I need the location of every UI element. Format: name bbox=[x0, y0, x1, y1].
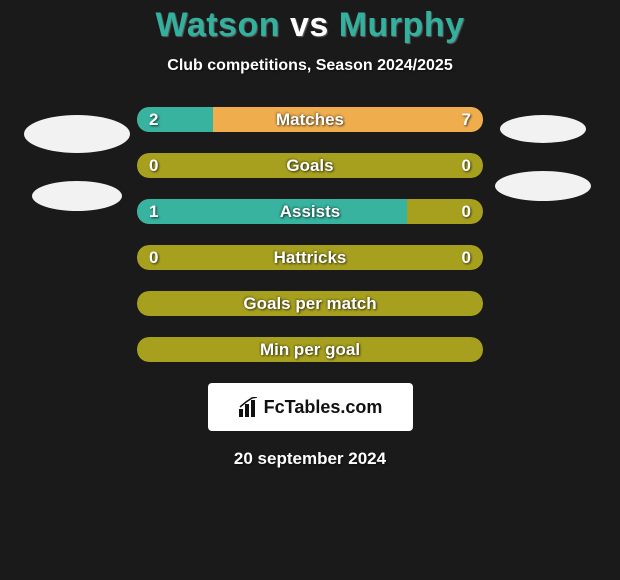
page-title: Watson vs Murphy bbox=[155, 6, 464, 45]
brand-chart-icon bbox=[238, 397, 260, 417]
comparison-infographic: Watson vs Murphy Club competitions, Seas… bbox=[0, 0, 620, 580]
bar-row-assists: 10Assists bbox=[137, 199, 483, 224]
bar-label: Goals bbox=[137, 153, 483, 178]
avatar-left-1 bbox=[32, 181, 122, 211]
bar-label: Matches bbox=[137, 107, 483, 132]
avatar-left-0 bbox=[24, 115, 130, 153]
brand-prefix: Fc bbox=[264, 397, 285, 417]
title-player2: Murphy bbox=[339, 6, 465, 44]
bar-row-goals: 00Goals bbox=[137, 153, 483, 178]
title-vs: vs bbox=[290, 6, 329, 44]
comparison-area: 27Matches 00Goals 10Assists 00Hattricks Goal… bbox=[0, 107, 620, 362]
title-player1: Watson bbox=[155, 6, 280, 44]
bar-row-min-per-goal: Min per goal bbox=[137, 337, 483, 362]
avatar-right-0 bbox=[500, 115, 586, 143]
bar-label: Hattricks bbox=[137, 245, 483, 270]
brand-main: Tables bbox=[285, 397, 341, 417]
avatar-right-1 bbox=[495, 171, 591, 201]
bar-row-matches: 27Matches bbox=[137, 107, 483, 132]
brand-logo: FcTables.com bbox=[208, 383, 413, 431]
bars-column: 27Matches 00Goals 10Assists 00Hattricks Goal… bbox=[137, 107, 483, 362]
bar-label: Min per goal bbox=[137, 337, 483, 362]
bar-row-goals-per-match: Goals per match bbox=[137, 291, 483, 316]
brand-suffix: .com bbox=[340, 397, 382, 417]
bar-label: Goals per match bbox=[137, 291, 483, 316]
brand-text: FcTables.com bbox=[264, 397, 383, 418]
subtitle: Club competitions, Season 2024/2025 bbox=[167, 57, 452, 75]
bar-label: Assists bbox=[137, 199, 483, 224]
bar-row-hattricks: 00Hattricks bbox=[137, 245, 483, 270]
date-text: 20 september 2024 bbox=[234, 449, 386, 469]
avatar-column-left bbox=[17, 107, 137, 211]
avatar-column-right bbox=[483, 107, 603, 201]
